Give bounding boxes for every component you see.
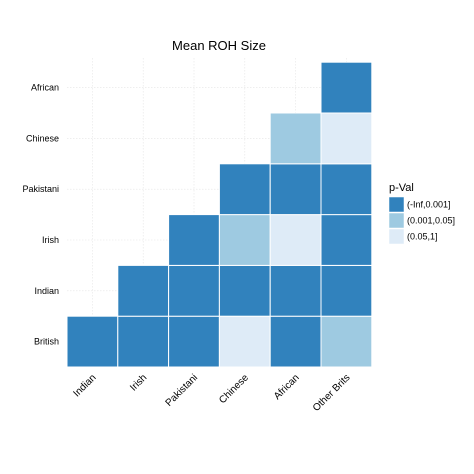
x-tick-label: Indian — [71, 372, 98, 399]
heatmap-cell — [66, 315, 119, 368]
x-tick-label: African — [272, 372, 302, 402]
heatmap-cell — [320, 264, 373, 317]
x-axis-ticks: Indian Irish Pakistani Chinese African Other … — [71, 372, 352, 414]
chart-title: Mean ROH Size — [172, 38, 266, 53]
x-tick-label: Chinese — [217, 372, 251, 406]
heatmap-cell — [117, 315, 170, 368]
legend-label: (0.05,1] — [407, 232, 438, 242]
y-tick-label: Irish — [42, 235, 59, 245]
x-tick-label: Other Brits — [311, 372, 353, 414]
legend-key — [388, 196, 405, 213]
legend: p-Val (-Inf,0.001] (0.001,0.05] (0.05,1] — [388, 182, 455, 245]
legend-key — [388, 228, 405, 245]
heatmap-cell — [320, 163, 373, 216]
y-axis-ticks: British Indian Irish Pakistani Chinese Africa… — [22, 83, 59, 347]
legend-label: (-Inf,0.001] — [407, 200, 451, 210]
heatmap-cell — [168, 214, 220, 266]
legend-title: p-Val — [389, 182, 414, 194]
heatmap-cell — [168, 264, 220, 317]
y-tick-label: Chinese — [26, 133, 59, 143]
heatmap-cell — [218, 163, 271, 216]
heatmap-cell — [269, 214, 322, 266]
cell-layer — [66, 61, 373, 368]
heatmap-cell — [320, 214, 373, 266]
heatmap-cell — [117, 264, 170, 317]
y-tick-label: Indian — [34, 286, 59, 296]
heatmap-cell — [269, 163, 322, 216]
y-tick-label: Pakistani — [22, 184, 59, 194]
heatmap-cell — [218, 264, 271, 317]
legend-label: (0.001,0.05] — [407, 216, 455, 226]
heatmap-cell — [168, 315, 220, 368]
x-tick-label: Irish — [128, 372, 149, 393]
heatmap-cell — [269, 112, 322, 165]
y-tick-label: British — [34, 337, 59, 347]
heatmap-cell — [320, 61, 373, 114]
heatmap-cell — [320, 112, 373, 165]
legend-key — [388, 212, 405, 229]
heatmap-cell — [269, 315, 322, 368]
heatmap-cell — [320, 315, 373, 368]
heatmap-cell — [218, 214, 271, 266]
heatmap-cell — [269, 264, 322, 317]
y-tick-label: African — [31, 83, 59, 93]
heatmap-cell — [218, 315, 271, 368]
x-tick-label: Pakistani — [164, 372, 200, 408]
